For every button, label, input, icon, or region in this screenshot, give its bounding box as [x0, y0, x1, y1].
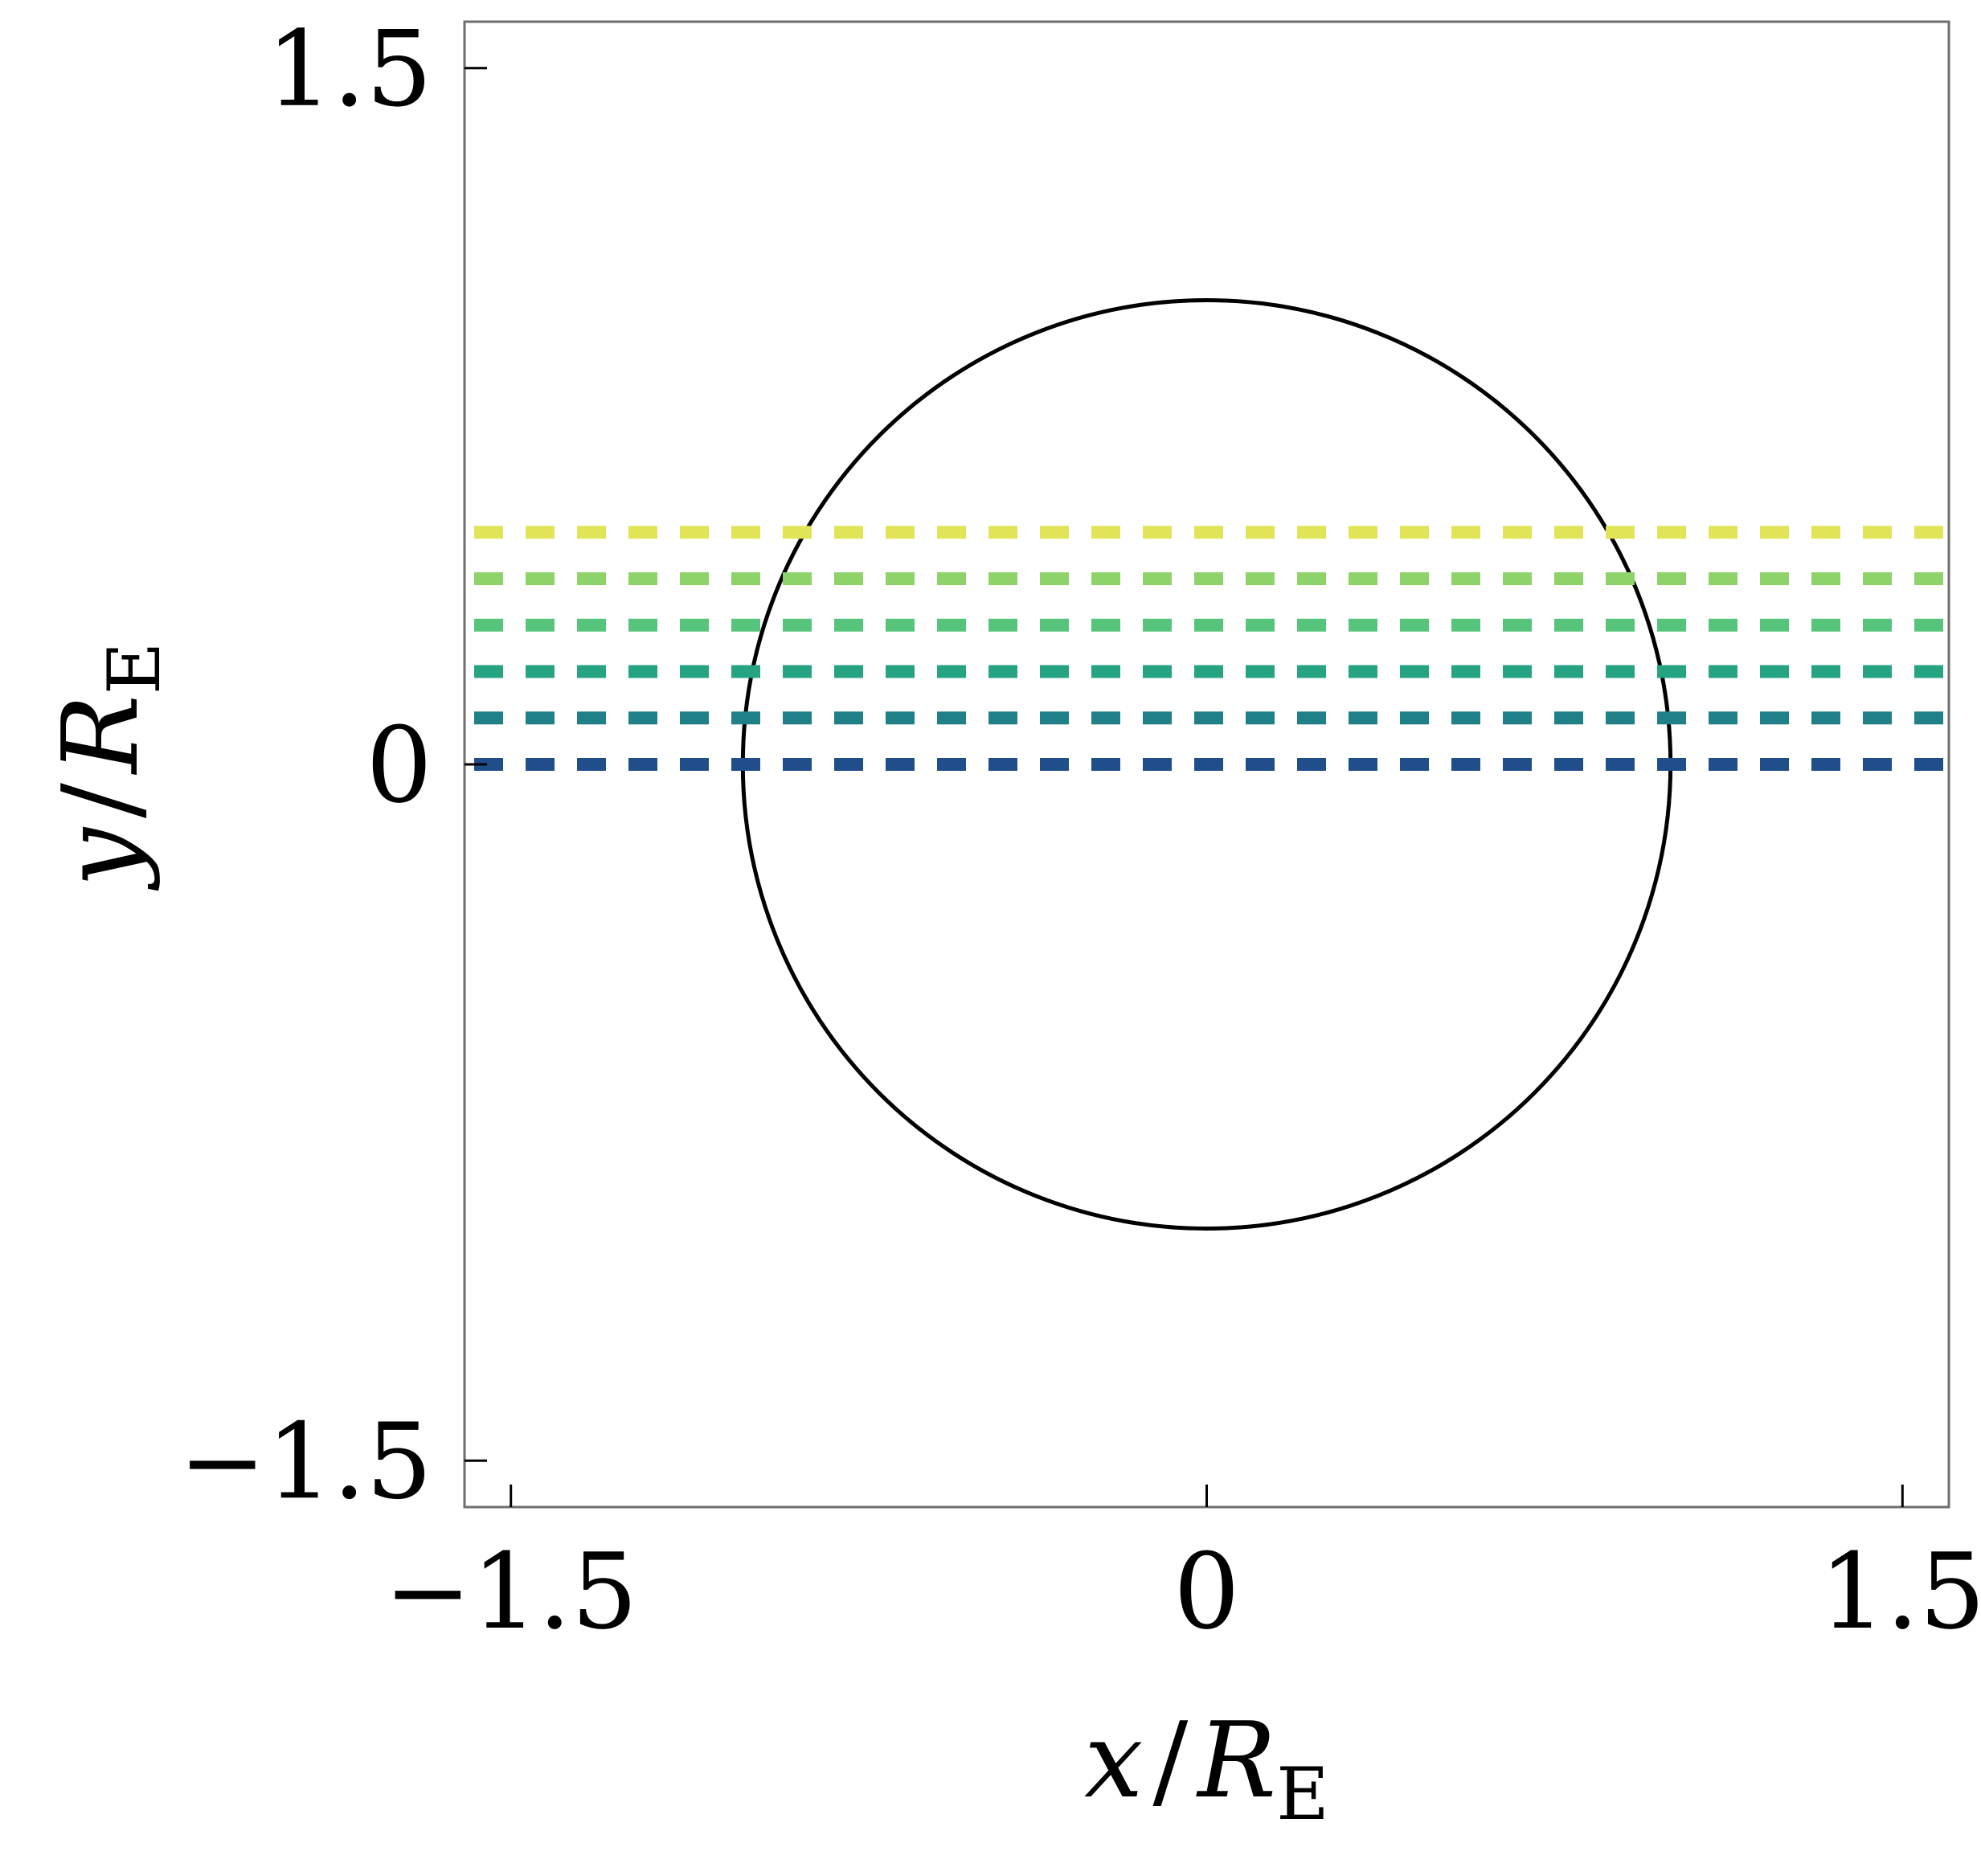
label-layer: x/RE y/RE [39, 642, 1329, 1837]
x-axis-label-r: R [1196, 1699, 1276, 1821]
x-axis-label-slash: / [1152, 1699, 1188, 1821]
y-tick-label-2: 1.5 [266, 8, 432, 130]
y-axis-label-slash: / [39, 783, 162, 818]
x-tick-label-2: 1.5 [1819, 1530, 1981, 1653]
y-axis-label-var: y [39, 826, 162, 891]
tick-layer: −1.5 0 1.5 −1.5 0 1.5 [178, 8, 1981, 1653]
x-tick-label-0: −1.5 [384, 1530, 638, 1653]
x-axis-label-sub: E [1276, 1752, 1329, 1837]
x-axis-label-var: x [1084, 1699, 1143, 1821]
y-tick-label-0: −1.5 [178, 1400, 432, 1522]
series-layer [474, 526, 1949, 771]
y-tick-label-1: 0 [366, 704, 432, 826]
y-axis-label-sub: E [92, 642, 177, 695]
y-axis-label-r: R [39, 694, 162, 775]
x-tick-label-1: 0 [1173, 1530, 1240, 1653]
y-axis-label: y / RE [39, 642, 177, 891]
x-axis-label: x/RE [1084, 1699, 1329, 1837]
